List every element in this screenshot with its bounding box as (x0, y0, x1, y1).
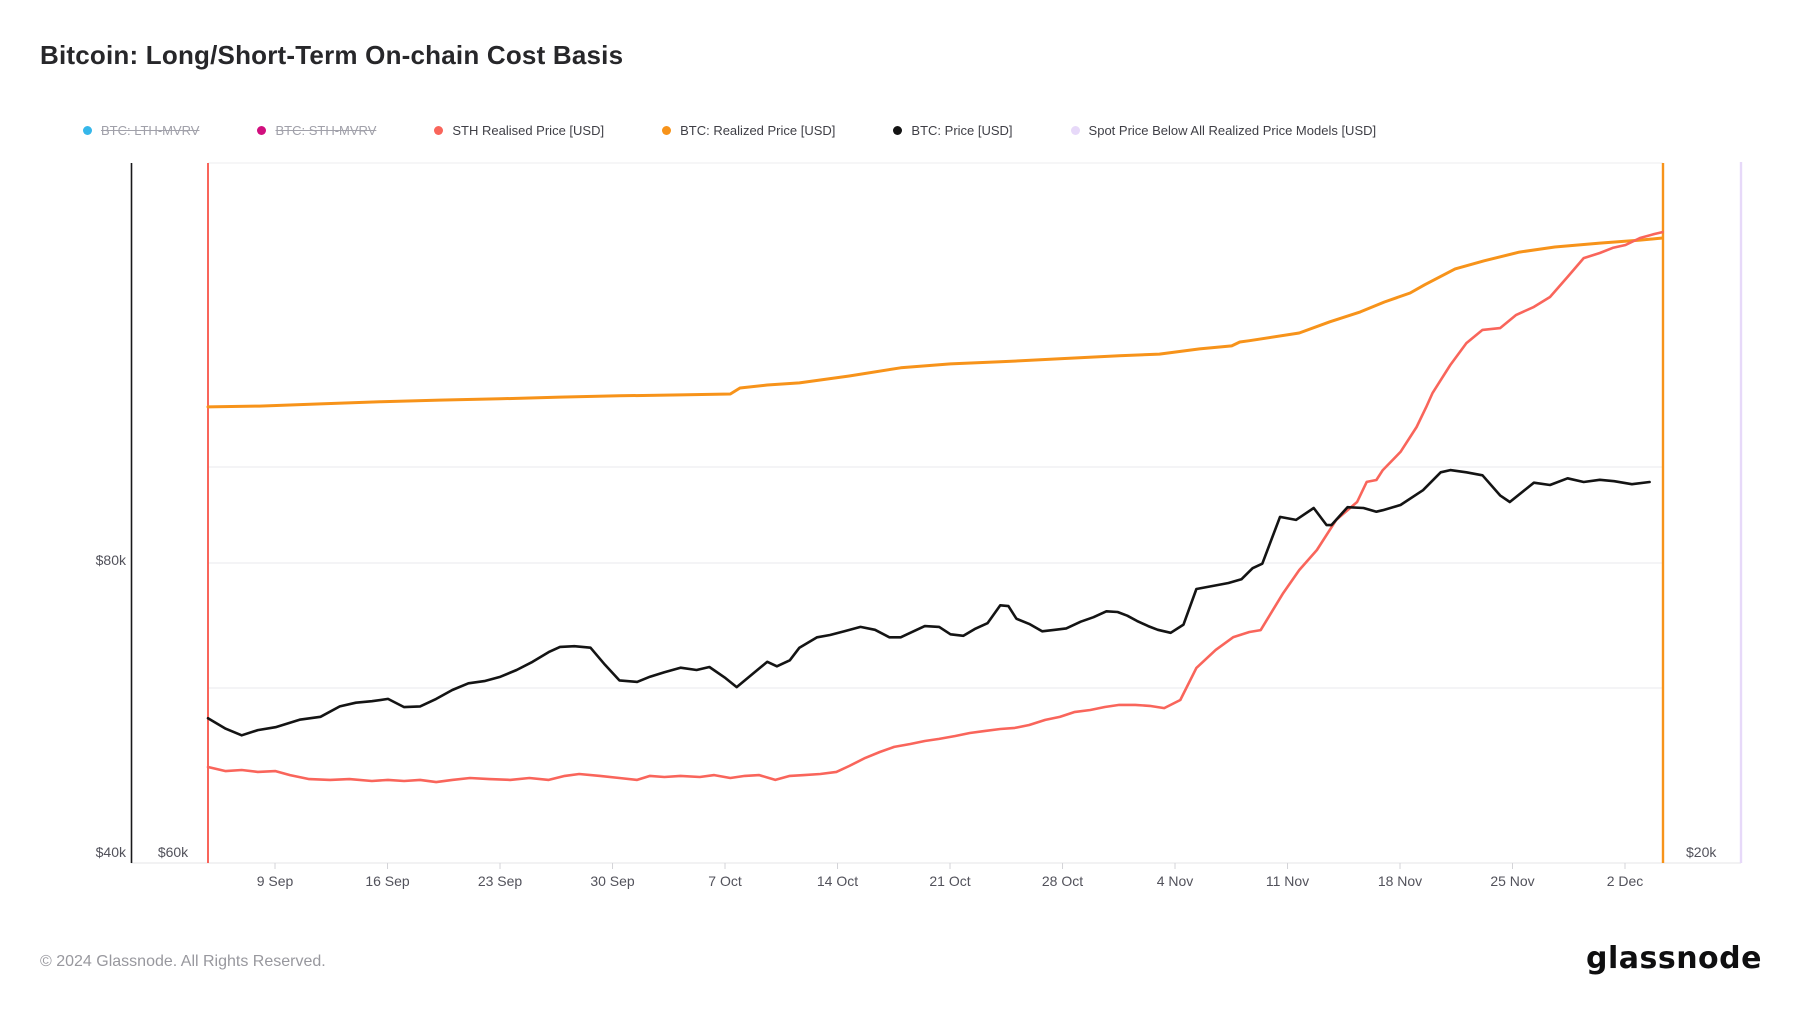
page-title: Bitcoin: Long/Short-Term On-chain Cost B… (40, 40, 624, 70)
legend-item-5[interactable]: Spot Price Below All Realized Price Mode… (1070, 122, 1377, 138)
legend-item-0[interactable]: BTC: LTH-MVRV (83, 123, 199, 138)
gridlines (208, 466, 1663, 689)
x-tick-label: 16 Sep (365, 873, 410, 889)
legend-item-label: Spot Price Below All Realized Price Mode… (1088, 122, 1377, 138)
x-tick-label: 28 Oct (1041, 873, 1084, 889)
legend: BTC: LTH-MVRV BTC: STH-MVRV STH Realised P… (83, 121, 1376, 139)
series-layer (206, 230, 1664, 784)
series-btc-price (206, 468, 1651, 737)
legend-dot-icon (257, 125, 267, 135)
plot-area[interactable] (208, 163, 1663, 863)
x-tick-label: 21 Oct (929, 873, 971, 889)
ytick-20k: $20k (1686, 844, 1717, 860)
x-tick-label: 25 Nov (1490, 873, 1535, 889)
ytick-80k: $80k (95, 552, 126, 568)
legend-dot-icon (434, 125, 444, 135)
legend-dot-icon (893, 125, 903, 135)
legend-item-4[interactable]: BTC: Price [USD] (893, 122, 1013, 138)
x-tick-label: 18 Nov (1377, 873, 1423, 889)
legend-item-label: BTC: STH-MVRV (275, 122, 377, 138)
x-tick-label: 9 Sep (256, 873, 294, 889)
x-tick-label: 23 Sep (477, 873, 523, 889)
x-tick-label: 30 Sep (590, 873, 635, 889)
ytick-60k: $60k (157, 844, 189, 860)
x-tick-label: 2 Dec (1606, 873, 1644, 889)
x-axis-ticks (274, 863, 1626, 869)
x-tick-label: 7 Oct (708, 873, 742, 889)
legend-dot-icon (662, 125, 672, 135)
legend-item-label: BTC: LTH-MVRV (101, 122, 200, 138)
x-tick-label: 14 Oct (816, 873, 859, 889)
legend-item-label: BTC: Realized Price [USD] (680, 122, 836, 138)
x-tick-label: 4 Nov (1156, 873, 1194, 889)
series-sth-realised-price (206, 230, 1664, 784)
legend-item-3[interactable]: BTC: Realized Price [USD] (662, 123, 835, 138)
series-btc-realized-price (206, 236, 1664, 409)
legend-dot-icon (83, 125, 92, 135)
legend-dot-icon (1070, 125, 1080, 135)
ytick-40k: $40k (95, 844, 126, 860)
legend-item-label: BTC: Price [USD] (911, 122, 1013, 138)
glassnode-logo: glassnode (1585, 941, 1762, 976)
legend-item-2[interactable]: STH Realised Price [USD] (434, 123, 604, 138)
legend-item-label: STH Realised Price [USD] (452, 122, 605, 138)
copyright-text: © 2024 Glassnode. All Rights Reserved. (40, 953, 326, 970)
legend-item-1[interactable]: BTC: STH-MVRV (257, 123, 376, 138)
x-tick-label: 11 Nov (1265, 873, 1310, 889)
